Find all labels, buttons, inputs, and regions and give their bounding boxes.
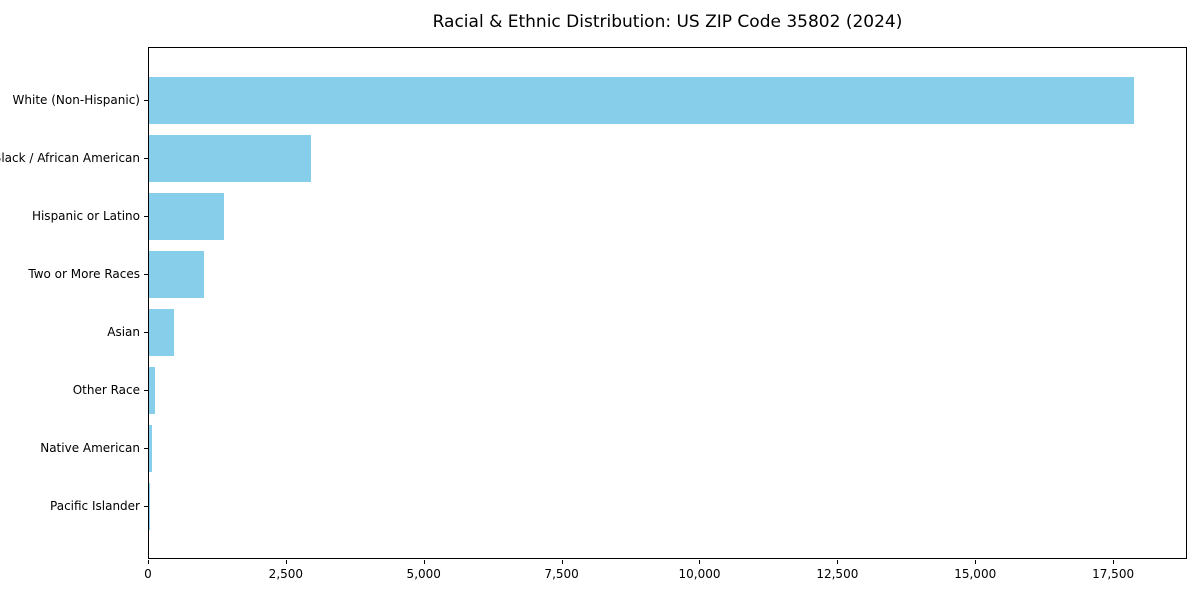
bar-row: Other Race — [73, 361, 1186, 419]
y-tick-mark — [144, 390, 148, 391]
bar — [149, 308, 174, 356]
bars-container: White (Non-Hispanic) Black / African Amer… — [0, 48, 1186, 558]
category-label: Hispanic or Latino — [31, 209, 140, 223]
x-tick-label: 12,500 — [816, 567, 859, 581]
bar-row: Asian — [107, 303, 1186, 361]
bar — [149, 250, 205, 298]
x-axis-ticks: 0 2,500 5,000 7,500 10,000 12,500 15,000 17,500 — [144, 559, 1187, 589]
bar — [149, 192, 224, 240]
x-tick-label: 17,500 — [1092, 567, 1135, 581]
x-tick-mark — [1113, 560, 1115, 564]
bar-row: Black / African American — [0, 129, 1186, 187]
x-tick-mark — [148, 560, 149, 564]
category-label: Asian — [107, 325, 140, 339]
x-tick-label: 5,000 — [406, 567, 441, 581]
x-tick-mark — [423, 560, 425, 564]
bar-row: Two or More Races — [28, 245, 1186, 303]
x-tick-mark — [561, 560, 563, 564]
bar-row: Pacific Islander — [50, 477, 1186, 535]
bar-row: Hispanic or Latino — [32, 187, 1186, 245]
bar-row: White (Non-Hispanic) — [13, 71, 1186, 129]
x-tick-label: 7,500 — [544, 567, 579, 581]
bar — [149, 76, 1135, 124]
bar — [149, 134, 312, 182]
bar — [149, 366, 156, 414]
x-tick-label: 10,000 — [678, 567, 721, 581]
bar-row: Native American — [40, 419, 1186, 477]
category-label: White (Non-Hispanic) — [12, 93, 140, 107]
category-label: Black / African American — [0, 151, 140, 165]
y-tick-mark — [144, 506, 148, 507]
y-tick-mark — [144, 216, 148, 217]
bar — [149, 424, 153, 472]
x-tick-label: 2,500 — [268, 567, 304, 581]
y-tick-mark — [144, 448, 148, 449]
y-tick-mark — [144, 332, 148, 333]
category-label: Native American — [40, 441, 140, 455]
plot-area: White (Non-Hispanic) Black / African Amer… — [0, 47, 1187, 559]
y-tick-mark — [144, 274, 148, 275]
category-label: Pacific Islander — [50, 499, 140, 513]
category-label: Other Race — [72, 383, 140, 397]
y-tick-mark — [144, 100, 148, 101]
bar — [149, 482, 150, 530]
y-tick-mark — [144, 158, 148, 159]
chart-title: Racial & Ethnic Distribution: US ZIP Cod… — [432, 12, 903, 32]
x-tick-label: 15,000 — [954, 567, 997, 581]
x-tick-mark — [699, 560, 701, 564]
x-tick-label: 0 — [144, 567, 152, 581]
category-label: Two or More Races — [28, 267, 140, 281]
x-tick-mark — [975, 560, 977, 564]
x-tick-mark — [285, 560, 287, 564]
x-tick-mark — [837, 560, 839, 564]
